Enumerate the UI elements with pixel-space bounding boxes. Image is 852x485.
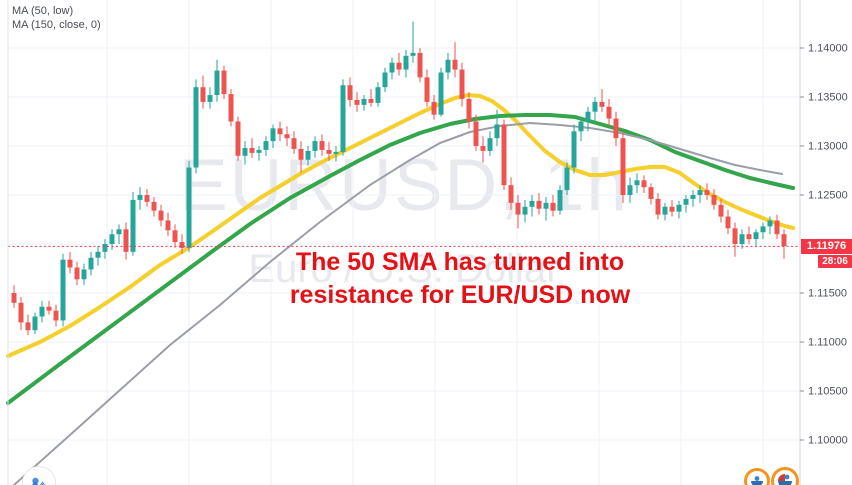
mountains-icon [32, 477, 46, 485]
price-axis-label: 1.13000 [808, 141, 848, 153]
site-logo-left[interactable] [744, 468, 770, 485]
price-axis-label: 1.10500 [808, 386, 848, 398]
site-logo-right[interactable] [771, 467, 799, 485]
indicator-legend: MA (50, low) MA (150, close, 0) [12, 4, 101, 32]
annotation-line2: resistance for EUR/USD now [289, 281, 631, 309]
price-axis-label: 1.10000 [808, 435, 848, 447]
globe-icon [751, 476, 763, 485]
globe-icon [778, 474, 792, 485]
price-axis-label: 1.11500 [808, 288, 847, 300]
price-axis-label: 1.12500 [808, 190, 848, 202]
last-price-badge: 1.11976 [801, 238, 852, 254]
annotation-line1: The 50 SMA has turned into [295, 248, 625, 276]
legend-item-ma50[interactable]: MA (50, low) [12, 5, 74, 17]
chart-annotation: The 50 SMA has turned into resistance fo… [120, 246, 800, 312]
legend-item-ma150[interactable]: MA (150, close, 0) [12, 19, 101, 31]
price-axis-label: 1.11000 [808, 337, 847, 349]
price-axis-label: 1.14000 [808, 43, 848, 55]
price-axis-label: 1.13500 [808, 92, 848, 104]
bar-countdown-badge: 28:06 [818, 254, 852, 268]
